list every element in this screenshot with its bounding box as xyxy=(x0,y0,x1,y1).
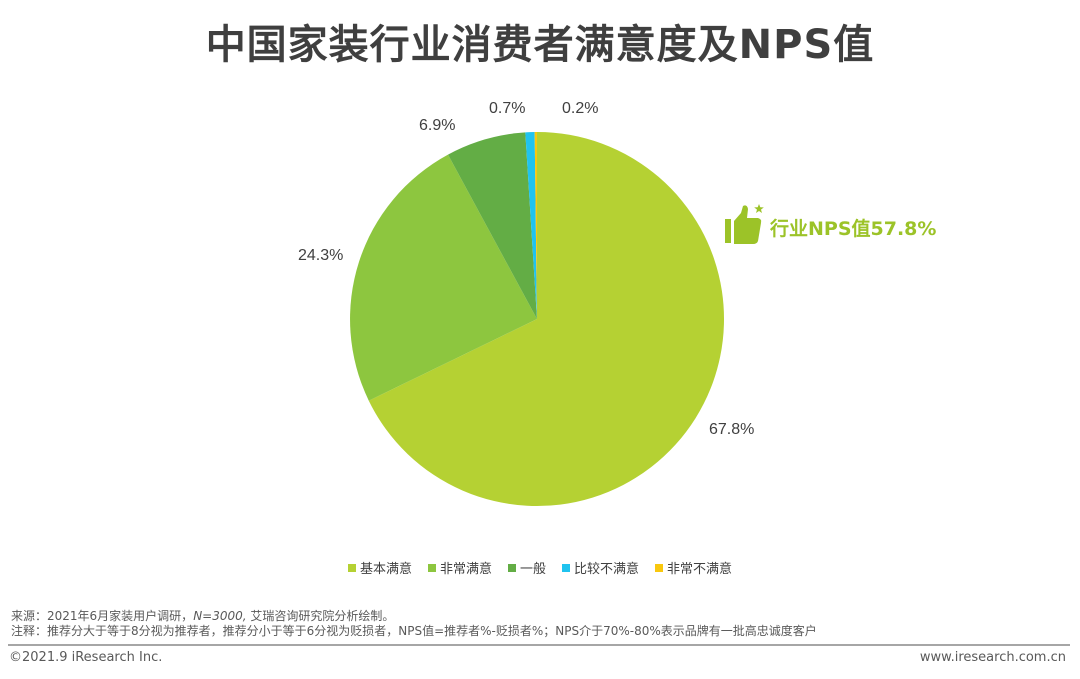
legend-swatch xyxy=(562,563,570,572)
label-very-dissatisfied: 0.2% xyxy=(562,100,599,117)
legend-item-neutral: 一般 xyxy=(507,558,546,577)
slice-somewhat-dissatisfied xyxy=(525,132,537,319)
copyright: ©2021.9 iResearch Inc. xyxy=(9,650,163,665)
pie-slices xyxy=(350,131,725,506)
footer-divider xyxy=(8,644,1070,646)
legend-item-very-satisfied: 非常满意 xyxy=(427,558,492,577)
slice-very-dissatisfied xyxy=(534,131,537,319)
slice-basically-satisfied xyxy=(368,132,725,506)
legend-swatch xyxy=(347,563,356,572)
legend-label: 非常满意 xyxy=(439,562,492,577)
website-link[interactable]: www.iresearch.com.cn xyxy=(919,650,1066,665)
legend-item-somewhat-dissatisfied: 比较不满意 xyxy=(562,558,639,577)
sample-size: N=3000, xyxy=(193,609,247,623)
label-basically-satisfied: 67.8% xyxy=(709,421,755,438)
slice-neutral xyxy=(448,132,537,319)
source-line: 来源：2021年6月家装用户调研，N=3000, 艾瑞咨询研究院分析绘制。 xyxy=(11,609,817,624)
legend-label: 比较不满意 xyxy=(574,562,640,577)
label-neutral: 6.9% xyxy=(419,117,456,134)
legend-label: 一般 xyxy=(519,562,546,577)
thumbs-up-star-icon xyxy=(724,203,764,251)
page-title: 中国家装行业消费者满意度及NPS值 xyxy=(205,22,875,68)
note-line: 注释：推荐分大于等于8分视为推荐者，推荐分小于等于6分视为贬损者，NPS值=推荐… xyxy=(11,624,817,638)
legend-swatch xyxy=(507,563,516,572)
source-notes: 来源：2021年6月家装用户调研，N=3000, 艾瑞咨询研究院分析绘制。 注释… xyxy=(11,609,817,639)
legend-swatch xyxy=(655,563,664,572)
slice-very-satisfied xyxy=(350,154,537,401)
legend-label: 基本满意 xyxy=(359,562,412,577)
nps-annotation: 行业NPS值57.8% xyxy=(724,203,936,251)
chart-legend: 基本满意 非常满意 一般 比较不满意 非常不满意 xyxy=(0,558,1080,577)
legend-item-basically-satisfied: 基本满意 xyxy=(347,558,412,577)
legend-swatch xyxy=(427,563,436,572)
label-very-satisfied: 24.3% xyxy=(298,247,344,264)
source-suffix: 艾瑞咨询研究院分析绘制。 xyxy=(246,609,395,623)
label-somewhat-dissatisfied: 0.7% xyxy=(489,100,526,117)
nps-value-text: 行业NPS值57.8% xyxy=(770,217,937,240)
legend-item-very-dissatisfied: 非常不满意 xyxy=(655,558,732,577)
legend-label: 非常不满意 xyxy=(667,562,733,577)
source-prefix: 来源：2021年6月家装用户调研， xyxy=(11,609,194,623)
